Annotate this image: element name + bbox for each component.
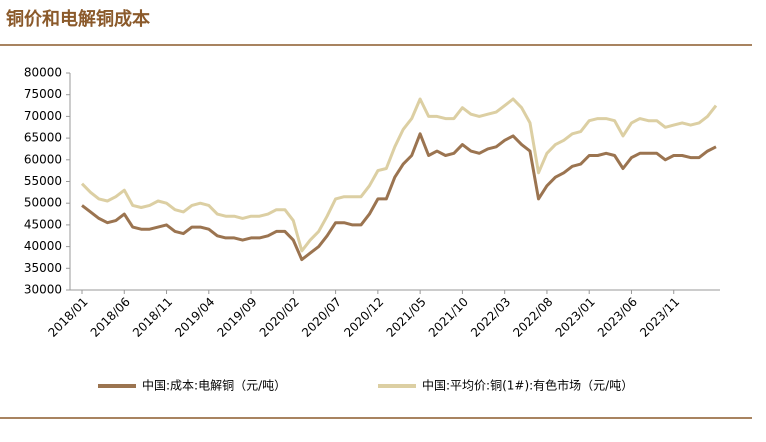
x-tick-label: 2018/11 [130,295,175,340]
y-tick-label: 35000 [24,261,62,275]
y-tick-label: 80000 [24,66,62,80]
x-tick-label: 2020/12 [341,295,386,340]
y-tick-label: 40000 [24,239,62,253]
x-tick-label: 2022/03 [468,295,513,340]
x-tick-label: 2023/11 [637,295,682,340]
series-line [80,97,718,253]
x-tick-label: 2020/02 [257,295,302,340]
y-tick-label: 50000 [24,196,62,210]
y-tick-label: 75000 [24,87,62,101]
y-tick-label: 70000 [24,109,62,123]
x-tick-label: 2023/06 [595,295,640,340]
y-tick-label: 55000 [24,174,62,188]
x-tick-label: 2019/04 [172,295,217,340]
x-tick-label: 2023/01 [553,295,598,340]
x-tick-label: 2019/09 [215,295,260,340]
y-tick-label: 65000 [24,131,62,145]
legend-label: 中国:成本:电解铜（元/吨） [142,378,286,393]
series-line [81,132,717,262]
legend-label: 中国:平均价:铜(1#):有色市场（元/吨） [422,378,633,393]
chart-title: 铜价和电解铜成本 [6,8,150,30]
y-tick-label: 60000 [24,152,62,166]
y-tick-label: 30000 [24,283,62,297]
x-tick-label: 2021/10 [426,295,471,340]
x-tick-label: 2022/08 [510,295,555,340]
x-tick-label: 2018/01 [45,295,90,340]
x-tick-label: 2018/06 [88,295,133,340]
x-tick-label: 2021/05 [384,295,429,340]
x-tick-label: 2020/07 [299,295,344,340]
y-tick-label: 45000 [24,217,62,231]
